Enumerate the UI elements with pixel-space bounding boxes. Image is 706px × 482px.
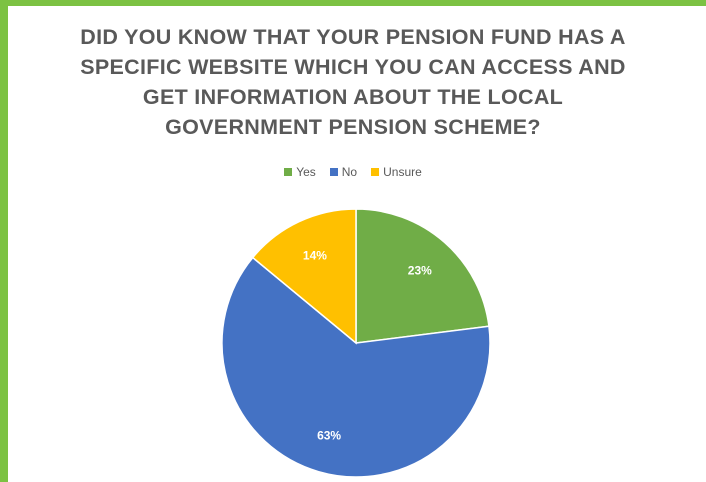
legend-label-unsure: Unsure bbox=[383, 165, 422, 179]
legend-swatch-yes bbox=[284, 168, 293, 176]
legend-item-unsure: Unsure bbox=[371, 165, 422, 179]
pie-slice-yes bbox=[355, 208, 490, 344]
frame-border-top bbox=[0, 0, 706, 6]
pie-slice-unsure bbox=[251, 208, 357, 345]
legend-item-yes: Yes bbox=[284, 165, 316, 179]
chart-title: DID YOU KNOW THAT YOUR PENSION FUND HAS … bbox=[20, 22, 686, 142]
frame-border-left bbox=[0, 0, 8, 482]
legend-label-yes: Yes bbox=[296, 165, 316, 179]
chart-title-line: DID YOU KNOW THAT YOUR PENSION FUND HAS … bbox=[80, 25, 626, 49]
chart-legend: Yes No Unsure bbox=[0, 165, 706, 179]
legend-swatch-no bbox=[329, 168, 338, 176]
legend-swatch-unsure bbox=[371, 168, 380, 176]
legend-label-no: No bbox=[341, 165, 358, 179]
data-label-unsure: 14% bbox=[303, 249, 327, 263]
chart-title-line: GET INFORMATION ABOUT THE LOCAL bbox=[142, 85, 564, 109]
chart-title-line: SPECIFIC WEBSITE WHICH YOU CAN ACCESS AN… bbox=[80, 55, 626, 79]
legend-item-no: No bbox=[329, 165, 358, 179]
chart-title-line: GOVERNMENT PENSION SCHEME? bbox=[165, 115, 541, 139]
data-label-yes: 23% bbox=[408, 264, 432, 278]
pie-slice-no bbox=[221, 256, 491, 478]
data-label-no: 63% bbox=[317, 429, 341, 443]
